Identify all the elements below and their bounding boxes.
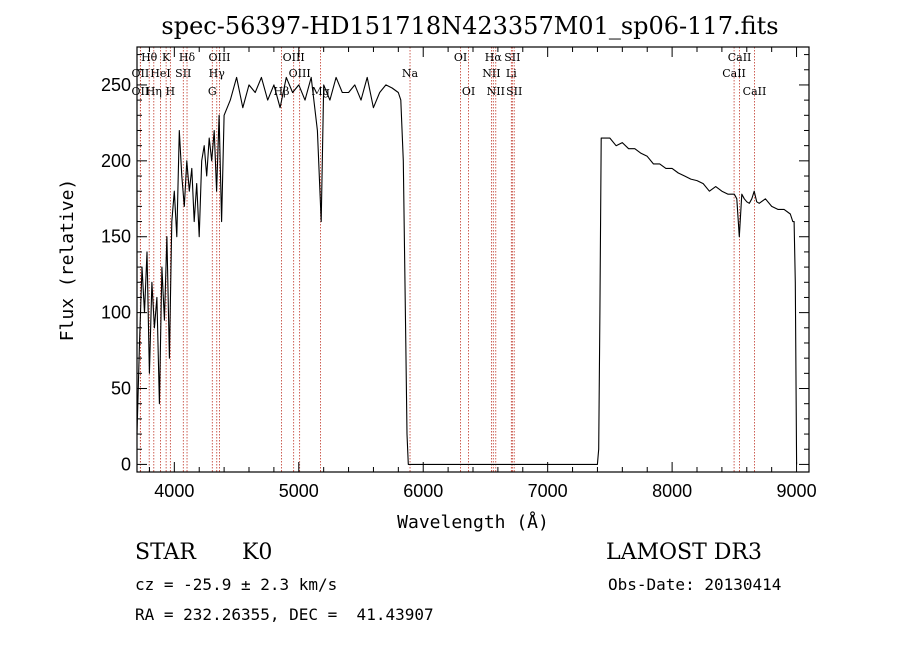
x-tick-label: 5000 <box>279 481 319 501</box>
line-label: SII <box>506 85 522 98</box>
x-tick-label: 8000 <box>652 481 692 501</box>
redshift-text: cz = -25.9 ± 2.3 km/s <box>135 575 338 594</box>
y-tick-label: 200 <box>101 151 131 171</box>
line-label: Na <box>402 67 419 80</box>
line-label: NII <box>487 85 505 98</box>
plot-frame <box>136 46 810 473</box>
line-label: OIII <box>289 67 311 80</box>
line-label: Hγ <box>209 67 226 80</box>
line-label: Li <box>506 67 517 80</box>
line-label: Hθ <box>141 51 158 64</box>
line-label: CaII <box>722 67 746 80</box>
x-ticks: 4000 5000 6000 7000 8000 9000 <box>148 47 817 501</box>
line-label: Hβ <box>274 85 290 98</box>
line-label: G <box>208 85 217 98</box>
series-group <box>136 76 798 465</box>
line-label: HeI <box>150 67 170 80</box>
line-label: CaII <box>728 51 752 64</box>
coords-text: RA = 232.26355, DEC = 41.43907 <box>135 605 434 624</box>
x-tick-label: 6000 <box>403 481 443 501</box>
line-label: OII <box>132 67 150 80</box>
line-label: Hα <box>485 51 503 64</box>
line-label: H <box>166 85 176 98</box>
line-markers <box>139 47 755 472</box>
x-tick-label: 7000 <box>528 481 568 501</box>
y-tick-label: 50 <box>111 379 131 399</box>
line-label: SII <box>504 51 520 64</box>
line-label: CaII <box>743 85 767 98</box>
line-label: OI <box>454 51 467 64</box>
line-label: SII <box>175 67 191 80</box>
y-tick-label: 250 <box>101 75 131 95</box>
x-tick-label: 9000 <box>777 481 817 501</box>
line-label: Hη <box>146 85 162 98</box>
line-label: OI <box>462 85 475 98</box>
y-tick-label: 150 <box>101 227 131 247</box>
obs-date-text: Obs-Date: 20130414 <box>608 575 782 594</box>
survey-label: LAMOST DR3 <box>606 540 762 565</box>
subclass-label: K0 <box>242 540 273 565</box>
y-ticks: 0 50 100 150 200 250 <box>101 54 809 474</box>
x-tick-label: 4000 <box>154 481 194 501</box>
line-label: K <box>162 51 171 64</box>
series-line-spectrum <box>136 76 798 465</box>
class-label: STAR <box>135 540 196 565</box>
line-label: OII <box>132 85 150 98</box>
y-tick-label: 100 <box>101 303 131 323</box>
line-label: Hδ <box>179 51 196 64</box>
x-axis-label: Wavelength (Å) <box>397 511 549 533</box>
chart-title: spec-56397-HD151718N423357M01_sp06-117.f… <box>161 12 778 40</box>
y-tick-label: 0 <box>121 454 131 474</box>
y-axis-label: Flux (relative) <box>57 179 78 342</box>
line-label: OIII <box>208 51 230 64</box>
line-label: OIII <box>283 51 305 64</box>
line-label: NII <box>482 67 500 80</box>
